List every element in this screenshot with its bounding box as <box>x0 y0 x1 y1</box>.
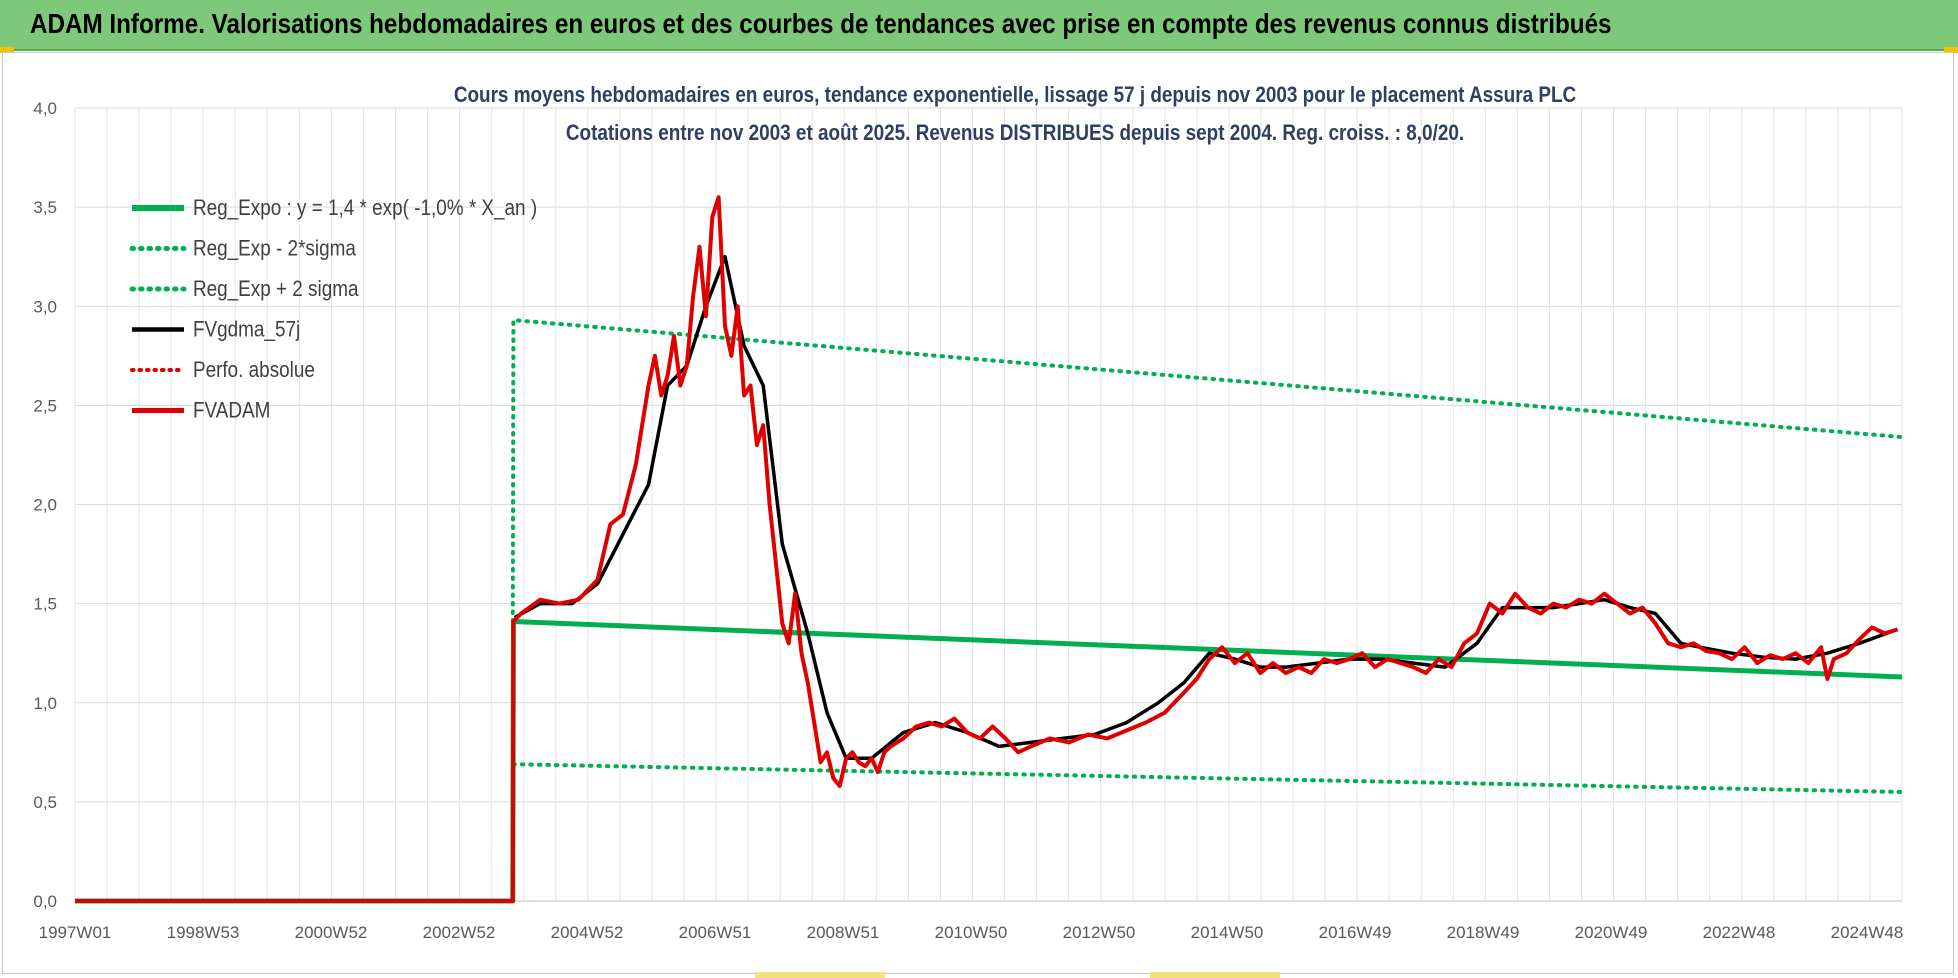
chart-subtitle: Cotations entre nov 2003 et août 2025. R… <box>566 121 1464 146</box>
series-line <box>75 619 1903 904</box>
x-tick-label: 2006W51 <box>679 923 752 942</box>
x-tick-label: 2018W49 <box>1447 923 1520 942</box>
x-tick-label: 2022W48 <box>1703 923 1776 942</box>
y-tick-label: 2,0 <box>33 496 57 515</box>
y-tick-label: 3,0 <box>33 297 57 316</box>
series-line <box>513 254 1899 761</box>
y-tick-label: 0,0 <box>33 892 57 911</box>
y-tick-label: 1,5 <box>33 595 57 614</box>
x-tick-label: 2002W52 <box>423 923 496 942</box>
x-tick-label: 2020W49 <box>1575 923 1648 942</box>
legend-label: Reg_Exp + 2 sigma <box>193 277 359 302</box>
legend-label: FVADAM <box>193 398 270 423</box>
x-tick-label: 2004W52 <box>551 923 624 942</box>
grid <box>74 107 1903 902</box>
page-title: ADAM Informe. Valorisations hebdomadaire… <box>30 8 1612 39</box>
x-tick-label: 2014W50 <box>1191 923 1264 942</box>
legend-label: FVgdma_57j <box>193 317 300 342</box>
legend-label: Reg_Expo : y = 1,4 * exp( -1,0% * X_an ) <box>193 196 537 221</box>
series-line <box>75 195 1899 903</box>
y-tick-label: 0,5 <box>33 793 57 812</box>
y-tick-label: 2,5 <box>33 396 57 415</box>
header-bar: ADAM Informe. Valorisations hebdomadaire… <box>0 0 1958 51</box>
legend: Reg_Expo : y = 1,4 * exp( -1,0% * X_an )… <box>129 196 537 423</box>
y-tick-label: 4,0 <box>33 99 57 118</box>
y-tick-label: 3,5 <box>33 198 57 217</box>
y-tick-label: 1,0 <box>33 694 57 713</box>
footer-mark <box>755 972 885 978</box>
x-tick-label: 2010W50 <box>935 923 1008 942</box>
legend-label: Reg_Exp - 2*sigma <box>193 236 356 261</box>
x-tick-label: 2016W49 <box>1319 923 1392 942</box>
series-group <box>75 195 1904 904</box>
chart-title: Cours moyens hebdomadaires en euros, ten… <box>454 83 1577 108</box>
x-tick-label: 2024W48 <box>1831 923 1904 942</box>
x-tick-label: 2008W51 <box>807 923 880 942</box>
axes: 0,0 0,5 1,0 1,5 2,0 2,5 3,0 3,5 4,0 1997W01 1998W5… <box>33 99 1903 942</box>
x-tick-label: 2000W52 <box>295 923 368 942</box>
series-line <box>510 318 1904 624</box>
chart-frame <box>2 52 1954 974</box>
series-line <box>511 762 1904 794</box>
x-tick-label: 1997W01 <box>39 923 112 942</box>
corner-mark-left <box>0 47 14 53</box>
x-tick-label: 2012W50 <box>1063 923 1136 942</box>
corner-mark-right <box>1944 47 1958 53</box>
footer-mark <box>1150 972 1280 978</box>
legend-label: Perfo. absolue <box>193 358 315 383</box>
x-tick-label: 1998W53 <box>167 923 240 942</box>
